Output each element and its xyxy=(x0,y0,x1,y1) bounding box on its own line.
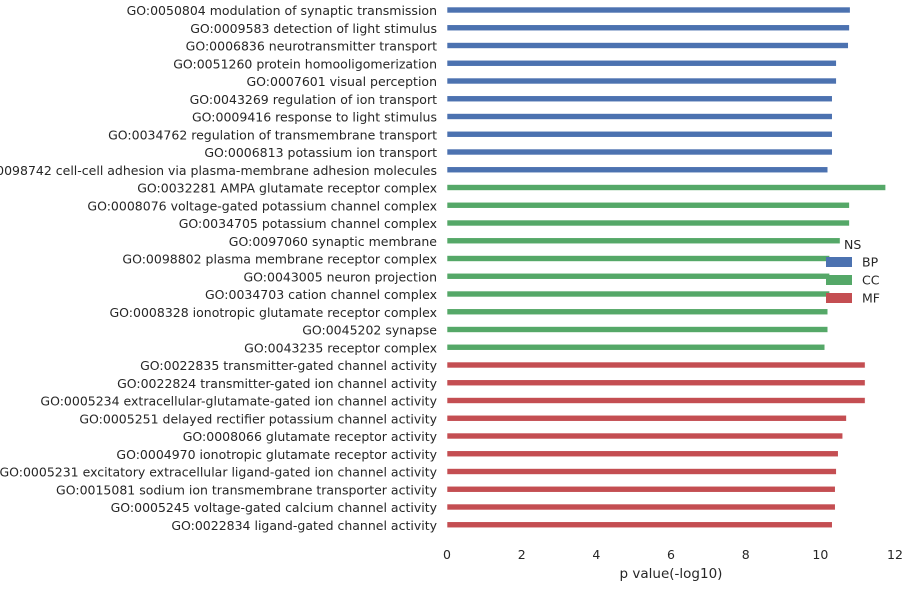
x-tick-label: 12 xyxy=(887,547,903,562)
category-label: GO:0022835 transmitter-gated channel act… xyxy=(140,358,437,373)
category-label: GO:0004970 ionotropic glutamate receptor… xyxy=(116,447,437,462)
x-tick-label: 4 xyxy=(592,547,600,562)
bar xyxy=(446,255,830,262)
category-label: GO:0032281 AMPA glutamate receptor compl… xyxy=(137,181,437,196)
category-label: GO:0034705 potassium channel complex xyxy=(179,216,437,231)
category-label: GO:0045202 synapse xyxy=(302,323,437,338)
legend-label-cc: CC xyxy=(862,273,880,288)
category-label: GO:0005231 excitatory extracellular liga… xyxy=(0,465,438,480)
bar xyxy=(446,59,837,67)
bar xyxy=(446,450,839,458)
legend-label-bp: BP xyxy=(862,255,879,270)
bar xyxy=(446,468,837,475)
category-label: GO:0043269 regulation of ion transport xyxy=(190,92,438,107)
bars xyxy=(446,6,886,529)
x-tick-label: 10 xyxy=(812,547,828,562)
category-label: GO:0098802 plasma membrane receptor comp… xyxy=(122,252,437,267)
bar xyxy=(446,77,837,85)
bar xyxy=(446,6,851,14)
bar xyxy=(446,219,850,227)
category-label: GO:0043235 receptor complex xyxy=(244,340,437,355)
legend-title: NS xyxy=(844,237,861,252)
x-tick-label: 6 xyxy=(667,547,675,562)
bar xyxy=(446,343,826,351)
category-label: GO:0050804 modulation of synaptic transm… xyxy=(127,3,437,18)
category-label: GO:0009583 detection of light stimulus xyxy=(190,21,437,36)
bar xyxy=(446,113,833,120)
bar xyxy=(446,521,833,529)
x-axis-label: p value(-log10) xyxy=(620,566,723,582)
bar xyxy=(446,414,847,422)
bar xyxy=(446,237,841,245)
category-label: GO:0034703 cation channel complex xyxy=(205,287,437,302)
category-label: GO:0005251 delayed rectifier potassium c… xyxy=(79,411,437,426)
x-tick-label: 2 xyxy=(518,547,526,562)
category-label: GO:0098742 cell-cell adhesion via plasma… xyxy=(0,163,437,178)
bar xyxy=(446,42,849,49)
category-label: GO:0015081 sodium ion transmembrane tran… xyxy=(56,482,438,497)
category-label: GO:0008328 ionotropic glutamate receptor… xyxy=(110,305,438,320)
category-label: GO:0005234 extracellular-glutamate-gated… xyxy=(40,394,437,409)
category-label: GO:0006836 neurotransmitter transport xyxy=(186,39,437,54)
category-label: GO:0043005 neuron projection xyxy=(243,269,437,284)
bar xyxy=(446,272,830,280)
bar xyxy=(446,379,866,387)
legend-label-mf: MF xyxy=(862,291,880,306)
category-label: GO:0009416 response to light stimulus xyxy=(192,110,437,125)
category-label: GO:0008066 glutamate receptor activity xyxy=(183,429,438,444)
bar xyxy=(446,148,833,156)
legend-swatch-mf xyxy=(826,293,852,303)
bar xyxy=(446,326,829,333)
bar xyxy=(446,397,866,404)
legend-swatch-cc xyxy=(826,275,852,285)
category-label: GO:0034762 regulation of transmembrane t… xyxy=(108,127,437,142)
category-labels: GO:0050804 modulation of synaptic transm… xyxy=(0,3,438,533)
category-label: GO:0006813 potassium ion transport xyxy=(204,145,437,160)
category-label: GO:0097060 synaptic membrane xyxy=(229,234,438,249)
bar xyxy=(446,130,833,138)
category-label: GO:0051260 protein homooligomerization xyxy=(173,56,437,71)
bar xyxy=(446,184,886,191)
x-axis: 0 2 4 6 8 10 12 xyxy=(443,547,903,562)
category-label: GO:0008076 voltage-gated potassium chann… xyxy=(87,198,437,213)
bar xyxy=(446,95,833,103)
bar xyxy=(446,485,836,493)
bar xyxy=(446,201,850,209)
category-label: GO:0005245 voltage-gated calcium channel… xyxy=(111,500,438,515)
category-label: GO:0022824 transmitter-gated ion channel… xyxy=(117,376,438,391)
legend: NS BP CC MF xyxy=(826,237,880,306)
bar xyxy=(446,24,850,32)
bar xyxy=(446,290,830,298)
bar xyxy=(446,166,829,174)
bar xyxy=(446,503,836,511)
x-tick-label: 0 xyxy=(443,547,451,562)
category-label: GO:0022834 ligand-gated channel activity xyxy=(171,518,437,533)
bar xyxy=(446,432,844,440)
bar xyxy=(446,361,866,369)
x-tick-label: 8 xyxy=(742,547,750,562)
bar xyxy=(446,308,829,316)
legend-swatch-bp xyxy=(826,257,852,267)
category-label: GO:0007601 visual perception xyxy=(246,74,437,89)
